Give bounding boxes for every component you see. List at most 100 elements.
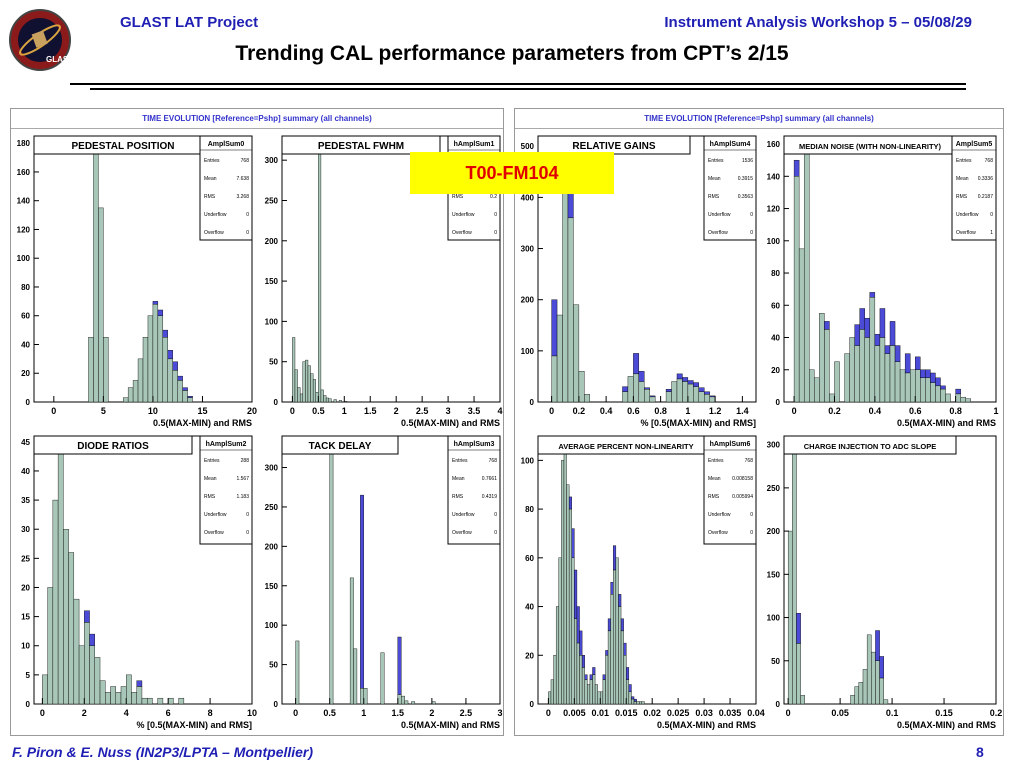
- histogram-bar: [47, 587, 54, 705]
- y-tick-label: 180: [17, 139, 31, 148]
- stats-value: 0.3563: [738, 194, 754, 200]
- highlight-bar: [397, 636, 402, 695]
- highlight-bar: [631, 696, 635, 700]
- histogram-bar: [105, 692, 111, 705]
- stats-value: 1.567: [236, 476, 249, 482]
- stats-value: 0.3336: [978, 176, 994, 182]
- highlight-bar: [796, 613, 801, 644]
- histogram-bar: [584, 394, 590, 403]
- y-tick-label: 80: [771, 269, 780, 278]
- highlight-bar: [568, 496, 572, 510]
- y-tick-label: 150: [265, 277, 279, 286]
- x-axis-label: 0.5(MAX-MIN) and RMS: [401, 418, 500, 428]
- y-tick-label: 250: [767, 484, 781, 493]
- histogram-bar: [177, 380, 183, 403]
- x-tick-label: 0.2: [573, 406, 586, 416]
- highlight-bar: [177, 375, 183, 381]
- histogram-bar: [550, 679, 554, 705]
- highlight-bar: [824, 321, 830, 330]
- plot-frame: [783, 435, 997, 705]
- histogram-bar: [850, 695, 855, 705]
- histogram-bar: [292, 337, 296, 403]
- histogram-bar: [665, 391, 672, 403]
- histogram-bar: [904, 372, 911, 403]
- histogram-bar: [854, 686, 860, 705]
- stats-value: 0: [750, 230, 753, 236]
- x-tick-label: 8: [208, 708, 213, 718]
- x-tick-label: 2.5: [460, 708, 473, 718]
- y-tick-label: 0: [26, 700, 31, 709]
- histogram-bar: [704, 394, 710, 403]
- highlight-bar: [894, 345, 901, 362]
- histogram-bar: [380, 652, 385, 705]
- histogram-bar: [579, 655, 583, 705]
- stats-label: Entries: [708, 458, 724, 464]
- histogram-bar: [814, 377, 820, 403]
- histogram-bar: [607, 630, 611, 705]
- highlight-bar: [920, 369, 926, 379]
- histogram-bar: [622, 391, 629, 403]
- stats-label: Entries: [204, 158, 220, 164]
- histogram-bar: [610, 594, 614, 705]
- stats-label: Overflow: [452, 230, 472, 236]
- histogram-bar: [551, 355, 558, 403]
- highlight-bar: [935, 377, 941, 387]
- x-tick-label: 2: [429, 708, 434, 718]
- highlight-bar: [854, 324, 860, 346]
- x-tick-label: 0: [293, 708, 298, 718]
- histogram-bar: [297, 387, 301, 403]
- y-tick-label: 0: [274, 398, 279, 407]
- plot-title-box: [33, 435, 193, 455]
- histogram-bar: [120, 686, 127, 705]
- x-tick-label: 0.5: [312, 406, 325, 416]
- plot-title: PEDESTAL FWHM: [318, 141, 404, 152]
- x-tick-label: 0.04: [747, 708, 765, 718]
- plot-title: AVERAGE PERCENT NON-LINEARITY: [558, 442, 693, 451]
- stats-label: RMS: [452, 194, 464, 200]
- histogram-bar: [431, 701, 436, 705]
- y-tick-label: 100: [521, 456, 535, 465]
- y-tick-label: 40: [771, 334, 780, 343]
- x-tick-label: 0.4: [869, 406, 882, 416]
- highlight-bar: [574, 569, 578, 619]
- x-tick-label: 0: [546, 708, 551, 718]
- title-rule-2: [90, 88, 966, 90]
- histogram-bar: [152, 304, 159, 403]
- stats-title: AmplSum0: [208, 141, 245, 148]
- highlight-bar: [576, 606, 580, 644]
- histogram-bar: [132, 380, 139, 403]
- highlight-bar: [859, 308, 865, 330]
- histogram-bar: [157, 697, 164, 705]
- y-tick-label: 100: [767, 237, 781, 246]
- y-tick-label: 50: [771, 657, 780, 666]
- histogram-bar: [94, 657, 101, 705]
- stats-label: Underflow: [452, 512, 475, 518]
- histogram-bar: [871, 651, 876, 705]
- x-tick-label: 3.5: [468, 406, 481, 416]
- highlight-bar: [704, 391, 710, 395]
- highlight-bar: [638, 371, 645, 382]
- highlight-bar: [89, 633, 95, 646]
- histogram-bar: [328, 398, 332, 403]
- highlight-bar: [693, 382, 699, 387]
- y-tick-label: 100: [521, 347, 535, 356]
- highlight-bar: [793, 159, 800, 177]
- highlight-bar: [879, 656, 884, 679]
- stats-label: Underflow: [708, 212, 731, 218]
- y-tick-label: 60: [771, 301, 780, 310]
- x-tick-label: 3: [497, 708, 502, 718]
- histogram-bar: [563, 435, 567, 705]
- stats-value: 768: [489, 458, 498, 464]
- stats-value: 0.3915: [738, 176, 754, 182]
- summary-title: TIME EVOLUTION [Reference=Pshp] summary …: [515, 109, 1003, 129]
- x-axis-label: 0.5(MAX-MIN) and RMS: [897, 418, 996, 428]
- histogram-bar: [879, 677, 884, 705]
- highlight-bar: [698, 387, 705, 392]
- stats-label: Underflow: [452, 212, 475, 218]
- x-tick-label: 1: [685, 406, 690, 416]
- x-tick-label: 0.015: [615, 708, 638, 718]
- x-tick-label: 2: [82, 708, 87, 718]
- histogram-bar: [615, 557, 619, 705]
- highlight-bar: [633, 353, 640, 375]
- highlight-bar: [864, 317, 871, 338]
